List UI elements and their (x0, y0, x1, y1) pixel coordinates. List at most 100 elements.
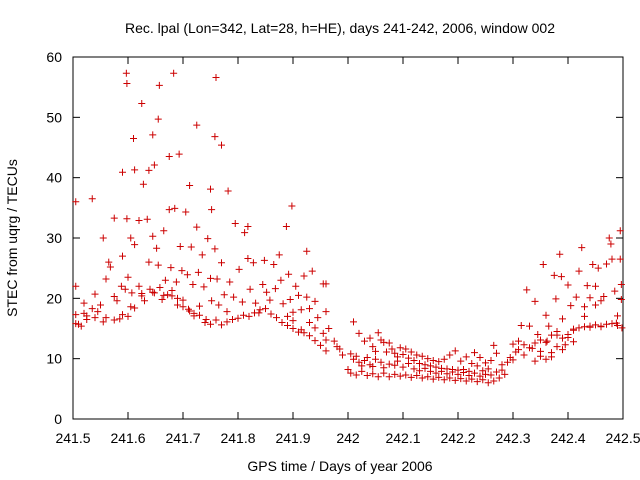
data-point (196, 311, 203, 319)
y-tick-label: 60 (46, 49, 62, 65)
data-point (168, 286, 176, 294)
data-point (603, 320, 610, 328)
data-point (110, 316, 118, 324)
data-point (413, 372, 421, 380)
data-point (282, 223, 290, 231)
data-point (110, 293, 118, 301)
data-point (608, 255, 616, 263)
data-point (196, 302, 203, 310)
data-point (440, 355, 448, 363)
data-point (385, 373, 393, 381)
data-point (99, 234, 107, 242)
data-point (88, 305, 96, 313)
data-point (391, 370, 399, 378)
data-point (176, 242, 184, 250)
data-point (363, 372, 371, 380)
data-point (246, 285, 254, 293)
data-point (155, 81, 163, 89)
data-point (303, 247, 311, 255)
data-point (424, 355, 432, 363)
data-point (119, 252, 126, 260)
data-point (553, 343, 561, 351)
data-point (385, 339, 393, 347)
data-point (394, 357, 401, 365)
data-point (226, 278, 234, 286)
data-point (597, 323, 605, 331)
data-point (208, 297, 216, 305)
data-point (322, 336, 330, 344)
data-point (270, 261, 278, 269)
data-point (564, 281, 572, 289)
data-point (303, 293, 311, 301)
data-point (94, 308, 102, 316)
data-point (224, 187, 232, 195)
data-point (202, 315, 210, 323)
data-point (487, 356, 495, 364)
data-point (198, 251, 206, 259)
data-point (218, 259, 225, 267)
data-point (482, 370, 489, 378)
data-point (259, 280, 267, 288)
data-point (164, 291, 172, 299)
data-point (410, 365, 418, 373)
data-point (358, 367, 366, 375)
data-point (165, 206, 173, 214)
data-point (561, 341, 569, 349)
data-point (212, 316, 220, 324)
data-point (344, 366, 352, 374)
data-point (570, 338, 577, 346)
data-point (479, 367, 487, 375)
data-point (374, 329, 382, 337)
data-point (446, 351, 454, 359)
data-point (413, 351, 421, 359)
data-point (402, 371, 410, 379)
data-point (537, 336, 544, 344)
data-point (399, 363, 407, 371)
data-point (193, 223, 201, 231)
data-point (457, 357, 465, 365)
data-point (424, 373, 432, 381)
data-point (543, 337, 551, 345)
data-point (273, 314, 280, 322)
data-point (548, 331, 555, 339)
data-point (72, 311, 80, 319)
data-point (138, 290, 146, 298)
data-point (363, 353, 371, 361)
data-point (102, 314, 110, 322)
data-point (361, 337, 368, 345)
data-point (548, 349, 555, 357)
data-point (402, 345, 410, 353)
data-point (244, 223, 252, 231)
data-point (603, 260, 610, 268)
data-point (405, 359, 412, 367)
data-point (570, 325, 577, 333)
data-point (465, 372, 473, 380)
data-point (473, 362, 481, 370)
data-point (410, 356, 418, 364)
x-tick-label: 242.3 (495, 430, 530, 446)
data-point (490, 341, 498, 349)
data-point (416, 367, 423, 375)
data-point (105, 258, 113, 266)
data-point (201, 318, 209, 326)
data-point (369, 363, 377, 371)
data-point (564, 334, 572, 342)
data-point (124, 273, 132, 281)
data-point (110, 214, 118, 222)
data-point (515, 337, 522, 345)
data-point (523, 286, 531, 294)
data-point (487, 371, 495, 379)
data-point (263, 288, 271, 296)
data-point (171, 204, 179, 212)
x-tick-label: 242.1 (385, 430, 420, 446)
data-point (531, 339, 539, 347)
data-point (583, 282, 591, 290)
data-point (509, 340, 517, 348)
data-point (468, 359, 476, 367)
data-point (123, 215, 131, 223)
data-point (600, 293, 608, 301)
data-point (160, 227, 168, 235)
data-point (552, 295, 560, 303)
data-point (572, 293, 580, 301)
data-point (586, 294, 594, 302)
